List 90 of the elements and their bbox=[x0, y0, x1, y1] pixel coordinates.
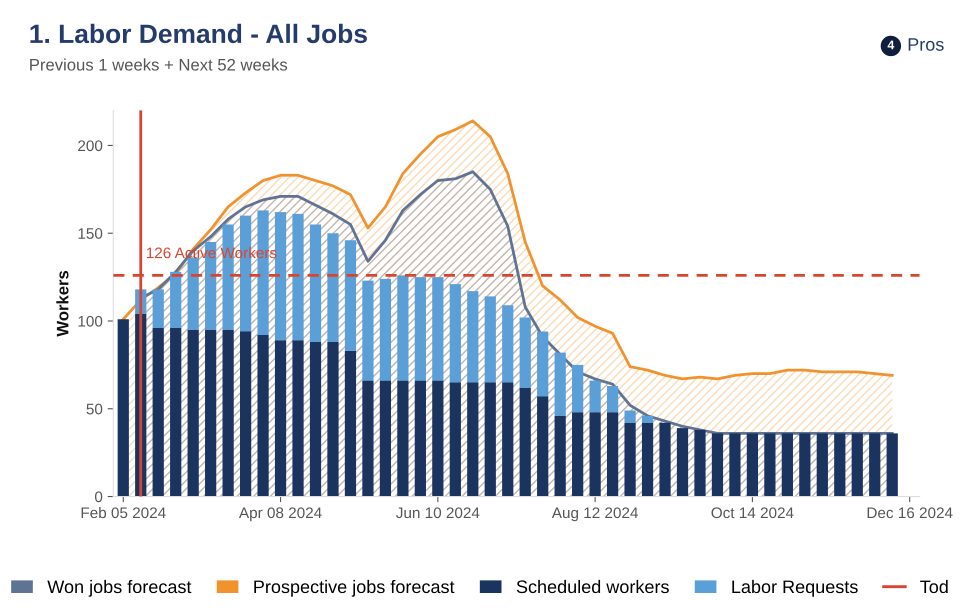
x-tick-label: Dec 16 2024 bbox=[868, 507, 953, 518]
bar bbox=[152, 289, 164, 328]
bar bbox=[712, 433, 724, 497]
bar bbox=[274, 340, 286, 497]
bar bbox=[852, 433, 863, 497]
bar bbox=[188, 330, 199, 497]
bar bbox=[450, 284, 461, 382]
bar bbox=[502, 382, 514, 497]
bar bbox=[292, 214, 304, 340]
bar bbox=[764, 433, 776, 497]
bar bbox=[886, 433, 898, 497]
bar bbox=[624, 410, 636, 423]
text: Pros bbox=[908, 38, 944, 51]
bar bbox=[572, 412, 584, 497]
bar bbox=[590, 412, 601, 497]
legend-label: Won jobs forecast bbox=[47, 580, 192, 597]
bar bbox=[816, 433, 828, 497]
bar bbox=[606, 412, 618, 497]
bar bbox=[414, 277, 426, 381]
bar bbox=[397, 380, 408, 497]
legend-label: Prospective jobs forecast bbox=[254, 580, 454, 597]
bar bbox=[432, 277, 444, 381]
bar bbox=[537, 332, 548, 396]
x-tick-label: Apr 08 2024 bbox=[238, 507, 322, 522]
bar bbox=[676, 428, 688, 497]
legend-label: Tod bbox=[920, 580, 948, 594]
bar bbox=[869, 433, 880, 497]
bar bbox=[606, 386, 618, 412]
bar bbox=[729, 433, 741, 497]
bar bbox=[310, 224, 322, 342]
bar bbox=[362, 380, 374, 497]
bar bbox=[327, 342, 339, 497]
chart-title: 1. Labor Demand - All Jobs bbox=[30, 24, 367, 44]
bar bbox=[502, 305, 514, 382]
text: 4 bbox=[888, 40, 894, 50]
bar bbox=[642, 422, 654, 497]
bar bbox=[834, 433, 846, 497]
x-tick-label: Feb 05 2024 bbox=[82, 506, 166, 518]
bar bbox=[520, 317, 531, 388]
bar bbox=[624, 422, 636, 497]
bar bbox=[554, 352, 566, 416]
y-tick-label: 0 bbox=[94, 491, 102, 502]
x-tick-label: Jun 10 2024 bbox=[396, 507, 480, 518]
x-tick-label: Oct 14 2024 bbox=[712, 507, 794, 518]
bar bbox=[746, 433, 758, 497]
y-tick-label: 100 bbox=[78, 316, 102, 327]
bar bbox=[188, 258, 199, 330]
bar bbox=[642, 416, 654, 423]
bar bbox=[450, 382, 461, 497]
bar bbox=[432, 380, 444, 497]
bar bbox=[380, 380, 392, 497]
x-tick-label: Aug 12 2024 bbox=[552, 507, 638, 522]
bar bbox=[310, 342, 322, 497]
bar bbox=[240, 332, 252, 497]
bar bbox=[484, 382, 496, 497]
legend-label: Labor Requests bbox=[732, 580, 858, 597]
bar bbox=[572, 364, 584, 412]
y-axis-title: Workers bbox=[56, 270, 69, 337]
bar bbox=[799, 433, 810, 497]
bar bbox=[344, 240, 356, 351]
bar bbox=[205, 330, 216, 497]
bar bbox=[537, 396, 548, 497]
bar bbox=[782, 433, 793, 497]
bar bbox=[554, 416, 566, 497]
bar bbox=[484, 296, 496, 382]
y-tick-label: 200 bbox=[78, 140, 102, 152]
bar bbox=[118, 319, 129, 497]
bar bbox=[274, 212, 286, 340]
bar bbox=[467, 382, 478, 497]
bar bbox=[414, 380, 426, 497]
bar bbox=[590, 380, 601, 412]
bar bbox=[170, 328, 182, 497]
legend-label: Scheduled workers bbox=[516, 580, 669, 594]
bar bbox=[467, 291, 478, 382]
chart-subtitle: Previous 1 weeks + Next 52 weeks bbox=[30, 58, 288, 71]
bar bbox=[327, 233, 339, 342]
bar bbox=[170, 272, 182, 328]
bar bbox=[362, 280, 374, 381]
bar bbox=[344, 350, 356, 497]
y-tick-label: 50 bbox=[86, 404, 102, 414]
bar bbox=[222, 330, 234, 497]
bar bbox=[659, 422, 671, 497]
y-tick-label: 150 bbox=[78, 228, 102, 239]
bar bbox=[694, 430, 706, 497]
bar bbox=[257, 335, 269, 497]
bar bbox=[520, 388, 531, 497]
bar bbox=[292, 340, 304, 497]
bar bbox=[397, 275, 408, 381]
bar bbox=[380, 278, 392, 381]
bar bbox=[152, 328, 164, 497]
